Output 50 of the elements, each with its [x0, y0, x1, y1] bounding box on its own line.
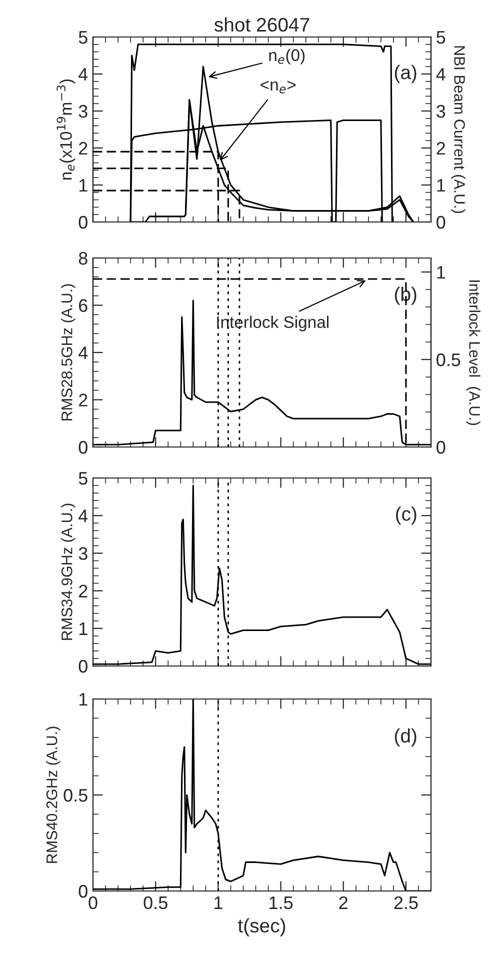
y2-tick-label: 2	[436, 142, 445, 155]
x-tick-label: 2.5	[394, 896, 418, 910]
y-tick-label: 1	[79, 179, 88, 192]
y2-tick-label: 1	[437, 266, 446, 279]
y-tick-label: 4	[78, 510, 88, 522]
y2-tick-label: 5	[436, 31, 446, 44]
y-tick-label: 2	[79, 142, 88, 155]
annotation: n$_{e}$(0)	[269, 48, 305, 64]
y-tick-label: 0	[78, 440, 88, 454]
y-tick-label: 4	[78, 68, 88, 81]
y-tick-label: 1	[79, 622, 88, 635]
y-axis-title: RMS40.2GHz (A.U.)	[46, 726, 60, 863]
annotation: Interlock Signal	[217, 316, 328, 332]
x-axis-title: t(sec)	[238, 918, 286, 936]
annotation: (b)	[394, 286, 416, 305]
y-tick-label: 0	[78, 884, 88, 898]
y-tick-label: 5	[78, 472, 88, 485]
y-tick-label: 3	[78, 104, 88, 118]
y-tick-label: 2	[79, 394, 88, 406]
x-tick-label: 2	[339, 896, 348, 909]
y-tick-label: 5	[78, 31, 88, 44]
y-tick-label: 3	[78, 547, 88, 560]
y2-tick-label: 0.5	[436, 353, 460, 366]
y2-tick-label: 4	[436, 68, 446, 81]
y-axis-title: RMS28.5GHz (A.U.)	[61, 284, 76, 420]
y2-tick-label: 0	[436, 216, 446, 229]
y2-tick-label: 0	[436, 440, 446, 454]
annotation: (a)	[394, 64, 416, 84]
y-tick-label: 0.5	[64, 788, 88, 802]
y2-tick-label: 1	[437, 179, 446, 192]
y2-tick-label: 3	[436, 104, 446, 118]
annotation: (d)	[394, 728, 416, 746]
y-tick-label: 0	[78, 216, 88, 229]
annotation: <n$_{e}$>	[260, 80, 296, 94]
y2-axis-title: Interlock Level (A.U.)	[466, 280, 480, 425]
x-tick-label: 1.5	[270, 896, 293, 910]
x-tick-label: 0	[88, 896, 98, 910]
y-axis-title: RMS34.9GHz (A.U.)	[61, 504, 76, 640]
y-axis-title: n$_{e}$(x10$^{19}$m$^{−3}$)	[56, 80, 76, 180]
y-tick-label: 6	[79, 299, 88, 312]
y-tick-label: 4	[78, 346, 88, 360]
x-tick-label: 0.5	[144, 896, 168, 910]
y-tick-label: 1	[79, 693, 88, 706]
annotation: (c)	[396, 506, 416, 525]
x-tick-label: 1	[214, 896, 222, 909]
y2-axis-title: NBI Beam Current (A.U.)	[451, 46, 466, 214]
chart-title: shot 26047	[214, 17, 310, 32]
y-tick-label: 8	[78, 252, 88, 265]
y-tick-label: 0	[78, 660, 88, 673]
y-tick-label: 2	[79, 584, 88, 598]
